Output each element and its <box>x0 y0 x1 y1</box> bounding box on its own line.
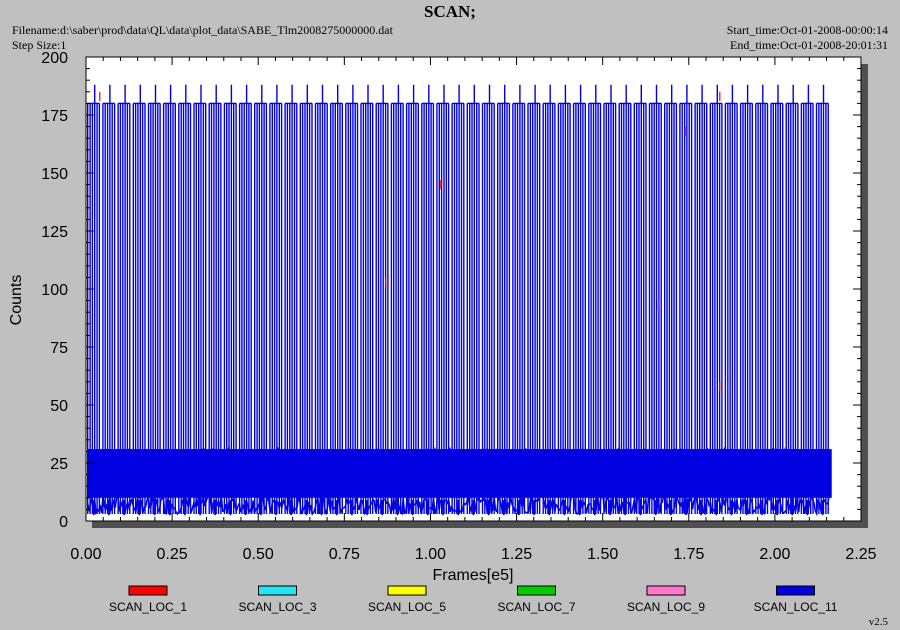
x-tick-label: 0.75 <box>329 546 360 563</box>
y-tick-label: 25 <box>50 456 68 473</box>
y-tick-label: 150 <box>41 166 68 183</box>
legend: SCAN_LOC_1 SCAN_LOC_3 SCAN_LOC_5 SCAN_LOC_7… <box>109 585 838 614</box>
y-tick-label: 100 <box>41 282 68 299</box>
y-tick-label: 0 <box>59 514 68 531</box>
x-tick-label: 2.25 <box>845 546 876 563</box>
y-tick-label: 200 <box>41 50 68 67</box>
filename-label: Filename:d:\saber\prod\data\QL\data\plot… <box>12 23 393 37</box>
legend-swatch-SCAN_LOC_11 <box>776 585 815 596</box>
y-axis-title: Counts <box>8 275 25 326</box>
legend-swatch-SCAN_LOC_7 <box>517 585 556 596</box>
y-tick-label: 175 <box>41 108 68 125</box>
start-time-label: Start_time:Oct-01-2008-00:00:14 <box>726 23 888 37</box>
legend-label-SCAN_LOC_7: SCAN_LOC_7 <box>497 600 575 614</box>
axes-layer: 0 25 50 75 100 125 150 175 200 0.00 0.25 0.50 0.75 1.… <box>41 50 876 563</box>
legend-label-SCAN_LOC_1: SCAN_LOC_1 <box>109 600 187 614</box>
legend-label-SCAN_LOC_9: SCAN_LOC_9 <box>627 600 705 614</box>
x-tick-label: 1.75 <box>673 546 704 563</box>
y-tick-label: 125 <box>41 224 68 241</box>
step-size-label: Step Size:1 <box>12 38 67 52</box>
data-layer <box>86 84 832 517</box>
end-time-label: End_time:Oct-01-2008-20:01:31 <box>730 38 888 52</box>
legend-label-SCAN_LOC_11: SCAN_LOC_11 <box>754 600 838 614</box>
x-tick-label: 0.50 <box>243 546 274 563</box>
x-axis-title: Frames[e5] <box>433 567 514 584</box>
legend-swatch-SCAN_LOC_3 <box>258 585 297 596</box>
chart-title: SCAN; <box>424 2 476 21</box>
legend-swatch-SCAN_LOC_1 <box>128 585 168 596</box>
legend-label-SCAN_LOC_3: SCAN_LOC_3 <box>238 600 316 614</box>
legend-swatch-SCAN_LOC_5 <box>387 585 427 596</box>
x-tick-label: 2.00 <box>759 546 790 563</box>
version-label: v2.5 <box>868 616 888 628</box>
x-tick-label: 1.00 <box>415 546 446 563</box>
legend-label-SCAN_LOC_5: SCAN_LOC_5 <box>368 600 446 614</box>
x-tick-label: 0.00 <box>70 546 101 563</box>
legend-swatch-SCAN_LOC_9 <box>646 585 686 596</box>
y-tick-label: 75 <box>50 340 68 357</box>
x-tick-label: 0.25 <box>157 546 188 563</box>
x-tick-label: 1.50 <box>587 546 618 563</box>
y-tick-label: 50 <box>50 398 68 415</box>
x-tick-label: 1.25 <box>501 546 532 563</box>
